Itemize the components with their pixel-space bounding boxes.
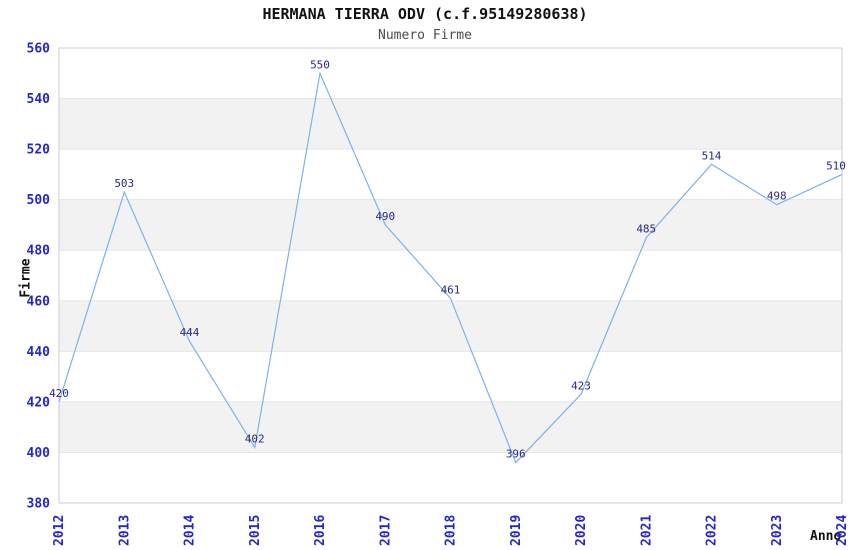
data-label: 444 xyxy=(180,326,200,339)
x-tick-label: 2016 xyxy=(313,515,328,546)
plot-border xyxy=(58,47,843,504)
x-tick-label: 2015 xyxy=(248,515,263,546)
x-tick-label: 2012 xyxy=(52,515,67,546)
grid-band xyxy=(59,199,842,251)
chart-subtitle: Numero Firme xyxy=(378,28,472,43)
data-label: 510 xyxy=(826,159,846,172)
data-label: 485 xyxy=(636,223,656,236)
x-tick-label: 2024 xyxy=(835,515,850,546)
x-tick-label: 2017 xyxy=(378,515,393,546)
x-tick-label: 2014 xyxy=(183,515,198,546)
y-tick-label: 540 xyxy=(27,92,51,107)
x-tick-label: 2018 xyxy=(444,515,459,546)
data-label: 514 xyxy=(702,149,722,162)
data-label: 461 xyxy=(441,283,461,296)
y-tick-label: 420 xyxy=(27,395,51,410)
y-tick-label: 520 xyxy=(27,143,51,158)
x-axis-title: Anno xyxy=(810,529,842,544)
y-tick-label: 380 xyxy=(27,497,51,512)
x-tick-label: 2019 xyxy=(509,515,524,546)
grid-band xyxy=(59,98,842,150)
data-label: 420 xyxy=(49,387,69,400)
y-tick-label: 500 xyxy=(27,193,51,208)
chart-title: HERMANA TIERRA ODV (c.f.95149280638) xyxy=(262,5,588,23)
data-label: 396 xyxy=(506,448,526,461)
data-line xyxy=(58,71,843,464)
data-label: 498 xyxy=(767,190,787,203)
data-label: 402 xyxy=(245,432,265,445)
y-tick-label: 560 xyxy=(27,42,51,57)
data-label: 423 xyxy=(571,379,591,392)
x-tick-label: 2020 xyxy=(574,515,589,546)
data-label: 550 xyxy=(310,58,330,71)
data-label: 490 xyxy=(375,210,395,223)
x-tick-label: 2022 xyxy=(705,515,720,546)
grid-band xyxy=(59,300,842,352)
y-tick-label: 400 xyxy=(27,446,51,461)
y-tick-label: 460 xyxy=(27,294,51,309)
y-tick-label: 440 xyxy=(27,345,51,360)
x-tick-label: 2023 xyxy=(770,515,785,546)
grid-band xyxy=(59,401,842,453)
y-tick-label: 480 xyxy=(27,244,51,259)
x-tick-label: 2013 xyxy=(117,515,132,546)
data-label: 503 xyxy=(114,177,134,190)
x-tick-label: 2021 xyxy=(639,515,654,546)
